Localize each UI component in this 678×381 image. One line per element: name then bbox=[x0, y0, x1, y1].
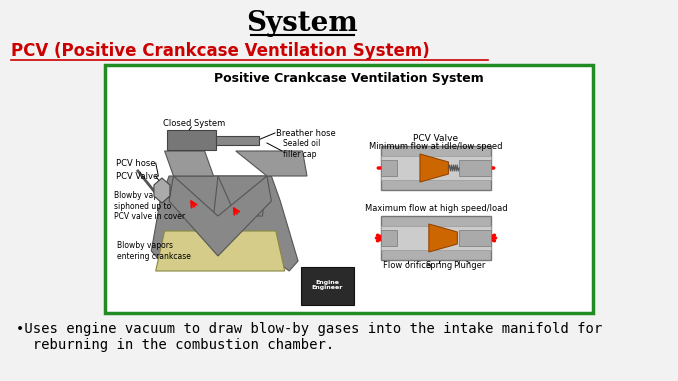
FancyBboxPatch shape bbox=[381, 146, 491, 190]
Text: Closed System: Closed System bbox=[163, 118, 225, 128]
FancyBboxPatch shape bbox=[301, 267, 354, 305]
Text: Positive Crankcase Ventilation System: Positive Crankcase Ventilation System bbox=[214, 72, 483, 85]
Text: System: System bbox=[245, 10, 357, 37]
Polygon shape bbox=[154, 178, 170, 203]
Text: Spring: Spring bbox=[425, 261, 452, 271]
Polygon shape bbox=[156, 231, 285, 271]
Text: Engine
Engineer: Engine Engineer bbox=[312, 280, 343, 290]
Text: Plunger: Plunger bbox=[454, 261, 486, 271]
FancyBboxPatch shape bbox=[459, 230, 491, 246]
Polygon shape bbox=[429, 224, 458, 252]
Polygon shape bbox=[165, 151, 214, 176]
Text: Blowby vapors
entering crankcase: Blowby vapors entering crankcase bbox=[117, 241, 191, 261]
Text: PCV (Positive Crankcase Ventilation System): PCV (Positive Crankcase Ventilation Syst… bbox=[11, 42, 429, 60]
Text: PCV hose: PCV hose bbox=[116, 158, 155, 168]
FancyBboxPatch shape bbox=[381, 216, 491, 260]
Text: Breather hose: Breather hose bbox=[276, 128, 336, 138]
Polygon shape bbox=[169, 176, 271, 256]
Text: Sealed oil
filler cap: Sealed oil filler cap bbox=[283, 139, 320, 159]
Polygon shape bbox=[151, 176, 298, 271]
Polygon shape bbox=[174, 176, 218, 216]
Text: Flow orifice: Flow orifice bbox=[384, 261, 432, 271]
Text: reburning in the combustion chamber.: reburning in the combustion chamber. bbox=[16, 338, 334, 352]
FancyBboxPatch shape bbox=[216, 136, 259, 145]
FancyBboxPatch shape bbox=[381, 230, 397, 246]
Text: •Uses engine vacuum to draw blow-by gases into the intake manifold for: •Uses engine vacuum to draw blow-by gase… bbox=[16, 322, 602, 336]
Text: Minimum flow at idle/low speed: Minimum flow at idle/low speed bbox=[370, 141, 502, 150]
Text: PCV Valve: PCV Valve bbox=[414, 133, 458, 142]
FancyBboxPatch shape bbox=[381, 156, 491, 180]
Polygon shape bbox=[420, 154, 448, 182]
Polygon shape bbox=[236, 151, 307, 176]
Text: Blowby vapors
siphoned up to
PCV valve in cover: Blowby vapors siphoned up to PCV valve i… bbox=[114, 191, 185, 221]
Text: PCV Valve: PCV Valve bbox=[116, 171, 158, 181]
FancyBboxPatch shape bbox=[459, 160, 491, 176]
FancyBboxPatch shape bbox=[381, 226, 491, 250]
FancyBboxPatch shape bbox=[105, 65, 593, 313]
Polygon shape bbox=[218, 176, 267, 216]
Text: Maximum flow at high speed/load: Maximum flow at high speed/load bbox=[365, 203, 507, 213]
FancyBboxPatch shape bbox=[381, 160, 397, 176]
FancyBboxPatch shape bbox=[167, 130, 216, 150]
